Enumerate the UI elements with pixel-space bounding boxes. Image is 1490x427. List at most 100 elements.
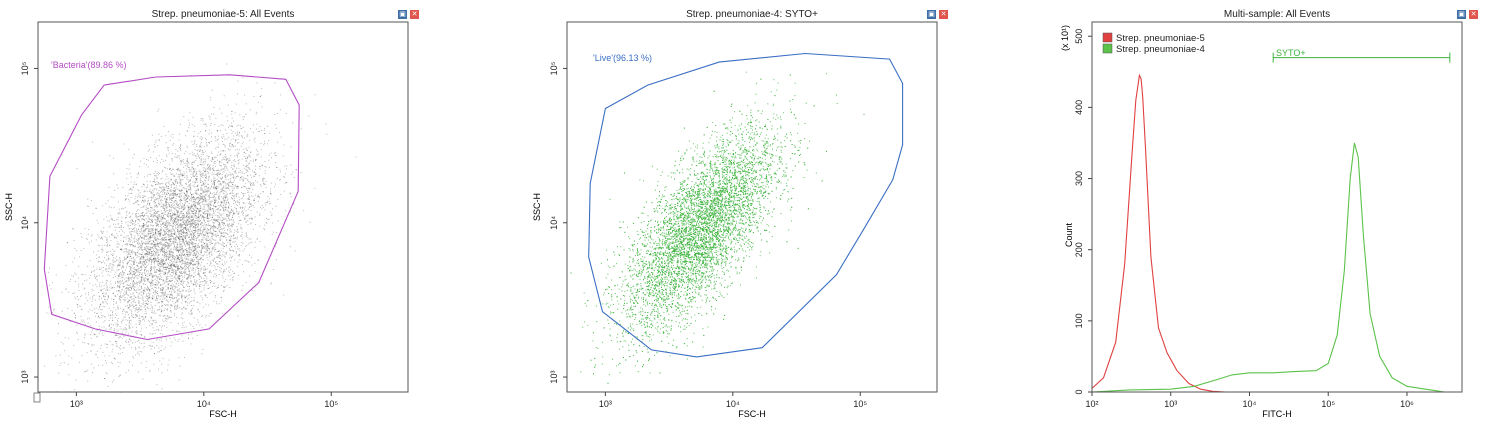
event-dot bbox=[98, 315, 100, 317]
event-dot bbox=[224, 174, 226, 176]
event-dot bbox=[197, 197, 199, 199]
event-dot bbox=[254, 199, 255, 201]
event-dot bbox=[236, 211, 238, 213]
event-dot bbox=[146, 295, 148, 297]
event-dot bbox=[139, 253, 141, 255]
event-dot bbox=[202, 315, 204, 317]
event-dot bbox=[196, 247, 198, 249]
event-dot bbox=[179, 271, 180, 273]
event-dot bbox=[226, 215, 228, 217]
event-dot bbox=[71, 357, 73, 359]
event-dot bbox=[190, 173, 192, 175]
event-dot bbox=[250, 203, 252, 205]
event-dot bbox=[170, 235, 172, 237]
event-dot bbox=[202, 281, 204, 283]
event-dot bbox=[184, 188, 186, 190]
event-dot bbox=[156, 162, 158, 164]
event-dot bbox=[264, 202, 266, 204]
event-dot bbox=[109, 263, 111, 265]
event-dot bbox=[140, 230, 142, 232]
event-dot bbox=[173, 238, 175, 239]
event-dot bbox=[237, 134, 239, 136]
event-dot bbox=[223, 210, 225, 212]
event-dot bbox=[221, 189, 223, 191]
event-dot bbox=[179, 365, 181, 367]
event-dot bbox=[205, 194, 207, 196]
event-dot bbox=[176, 272, 178, 274]
event-dot bbox=[88, 343, 90, 345]
event-dot bbox=[95, 299, 96, 301]
event-dot bbox=[145, 228, 147, 230]
event-dot bbox=[258, 130, 260, 132]
event-dot bbox=[135, 304, 136, 306]
event-dot bbox=[210, 227, 212, 229]
event-dot bbox=[146, 225, 148, 227]
restore-icon[interactable]: ▣ bbox=[398, 10, 407, 19]
event-dot bbox=[160, 295, 162, 297]
event-dot bbox=[139, 323, 141, 325]
event-dot bbox=[155, 271, 157, 273]
event-dot bbox=[167, 181, 169, 183]
event-dot bbox=[174, 187, 176, 189]
event-dot bbox=[205, 295, 206, 297]
event-dot bbox=[141, 256, 143, 258]
event-dot bbox=[219, 192, 221, 194]
event-dot bbox=[181, 189, 183, 191]
event-dot bbox=[192, 245, 194, 247]
event-dot bbox=[170, 215, 172, 217]
event-dot bbox=[192, 337, 194, 339]
event-dot bbox=[129, 320, 131, 321]
event-dot bbox=[191, 230, 193, 232]
event-dot bbox=[188, 230, 190, 232]
event-dot bbox=[177, 221, 179, 222]
event-dot bbox=[247, 187, 249, 189]
event-dot bbox=[144, 248, 145, 250]
event-dot bbox=[186, 218, 188, 220]
event-dot bbox=[241, 176, 243, 177]
event-dot bbox=[120, 274, 122, 275]
event-dot bbox=[248, 156, 250, 158]
event-dot bbox=[177, 205, 179, 207]
event-dot bbox=[130, 176, 132, 178]
event-dot bbox=[160, 265, 162, 267]
event-dot bbox=[131, 274, 133, 276]
event-dot bbox=[195, 227, 197, 229]
event-dot bbox=[118, 223, 120, 225]
event-dot bbox=[125, 257, 127, 259]
event-dot bbox=[157, 145, 159, 147]
event-dot bbox=[158, 220, 160, 222]
event-dot bbox=[115, 303, 117, 304]
event-dot bbox=[148, 249, 150, 250]
event-dot bbox=[202, 196, 204, 198]
event-dot bbox=[255, 168, 257, 170]
event-dot bbox=[143, 157, 145, 159]
event-dot bbox=[231, 113, 233, 115]
event-dot bbox=[218, 303, 220, 305]
event-dot bbox=[170, 198, 172, 200]
event-dot bbox=[149, 229, 151, 231]
event-dot bbox=[149, 260, 150, 262]
event-dot bbox=[200, 189, 202, 191]
event-dot bbox=[191, 166, 193, 168]
event-dot bbox=[185, 290, 187, 292]
event-dot bbox=[99, 347, 101, 349]
event-dot bbox=[110, 280, 112, 282]
event-dot bbox=[144, 230, 146, 231]
event-dot bbox=[198, 220, 200, 222]
event-dot bbox=[216, 187, 218, 189]
event-dot bbox=[195, 210, 197, 212]
event-dot bbox=[244, 186, 245, 187]
event-dot bbox=[144, 195, 146, 197]
event-dot bbox=[115, 309, 117, 311]
event-dot bbox=[178, 232, 180, 234]
event-dot bbox=[171, 160, 173, 162]
event-dot bbox=[199, 149, 201, 151]
close-icon[interactable]: ✕ bbox=[410, 10, 419, 19]
event-dot bbox=[80, 306, 82, 307]
event-dot bbox=[218, 194, 220, 196]
event-dot bbox=[241, 172, 243, 174]
event-dot bbox=[180, 179, 182, 181]
event-dot bbox=[197, 233, 198, 235]
event-dot bbox=[165, 298, 167, 300]
event-dot bbox=[238, 211, 240, 213]
